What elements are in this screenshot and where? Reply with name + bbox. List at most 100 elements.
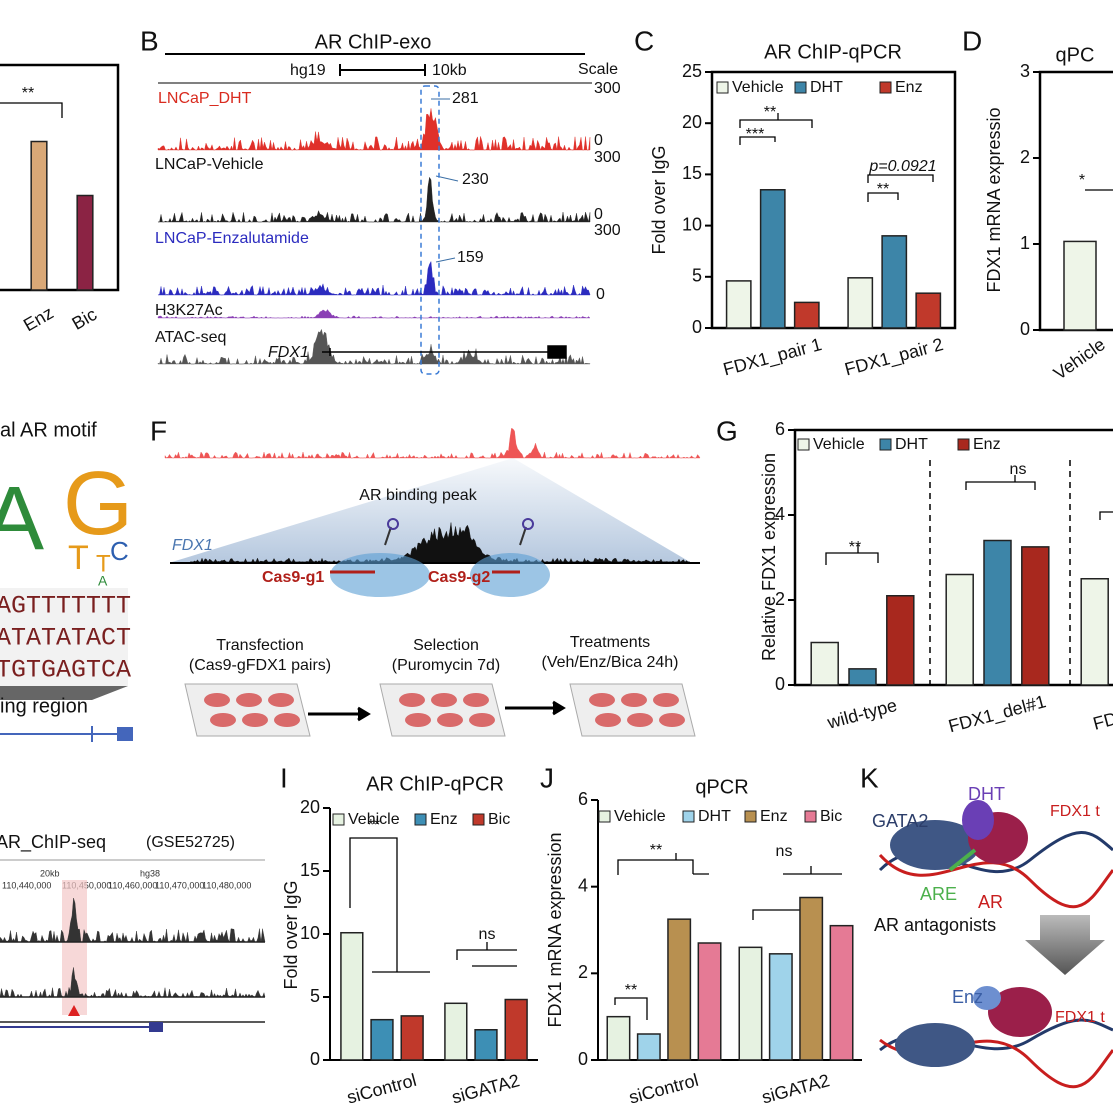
y-axis-label: FDX1 mRNA expressio xyxy=(984,107,1004,292)
motif-panel: al AR motif A T G T A C AGTTTTTTT ATATAT… xyxy=(0,419,133,742)
bar xyxy=(847,277,874,329)
x-tick-label: FDX1_del xyxy=(1091,694,1113,735)
model-label: FDX1 t xyxy=(1050,803,1100,820)
annotation: ** xyxy=(764,104,776,121)
logo-letter: T xyxy=(68,539,89,577)
crispr-panel: AR binding peak FDX1 Cas9-g1 Cas9-g2 Tra… xyxy=(164,427,701,737)
y-axis-label: FDX1 mRNA expression xyxy=(545,832,565,1027)
chart-title: AR ChIP-qPCR xyxy=(366,773,504,795)
legend-swatch xyxy=(797,438,810,451)
bar xyxy=(829,924,854,1061)
bar xyxy=(400,1015,424,1061)
guide-label: Cas9-g2 xyxy=(428,569,490,586)
panel-label: I xyxy=(280,762,288,793)
legend-label: Vehicle xyxy=(614,808,666,825)
y-tick-label: 3 xyxy=(1020,61,1030,81)
well xyxy=(274,713,300,727)
panel-title: al AR motif xyxy=(0,419,97,441)
panel-title: AR ChIP-exo xyxy=(315,31,432,53)
logo-letter: C xyxy=(110,536,129,566)
y-tick-label: 1 xyxy=(1020,233,1030,253)
x-tick-label: FDX1_del#1 xyxy=(946,691,1048,737)
peak-label: 230 xyxy=(462,171,489,188)
track-label: LNCaP-Vehicle xyxy=(155,156,264,173)
annotations xyxy=(0,102,1113,1020)
y-tick-label: 4 xyxy=(775,504,785,524)
sequence: TGTGAGTCA xyxy=(0,656,131,685)
legend-label: DHT xyxy=(698,808,731,825)
coordinate: 110,440,000 xyxy=(2,880,51,890)
step-title: Transfection xyxy=(216,637,303,654)
bar xyxy=(1021,546,1050,686)
annotation: ** xyxy=(849,539,861,556)
well xyxy=(653,693,679,707)
bar xyxy=(886,595,915,686)
annotation: ns xyxy=(776,843,793,860)
step-detail: (Puromycin 7d) xyxy=(392,657,500,674)
bar xyxy=(474,1029,498,1061)
scale-label: 300 xyxy=(594,80,621,97)
y-tick-label: 6 xyxy=(578,789,588,809)
y-axis-label: Relative FDX1 expression xyxy=(759,453,779,661)
legend-label: Bic xyxy=(820,808,842,825)
scale-bar: 10kb xyxy=(432,62,467,79)
scale-title: Scale xyxy=(578,61,618,78)
legend-swatch xyxy=(472,813,485,826)
panel-label: K xyxy=(860,762,879,793)
model-label: AR xyxy=(978,892,1003,912)
legend-label: DHT xyxy=(895,436,928,453)
well xyxy=(204,693,230,707)
y-tick-label: 15 xyxy=(682,163,702,183)
logo-letter: G xyxy=(63,454,133,554)
well xyxy=(236,693,262,707)
legend-label: Vehicle xyxy=(732,79,784,96)
well xyxy=(627,713,653,727)
legend-swatch xyxy=(332,813,345,826)
model-label: DHT xyxy=(968,784,1005,804)
well xyxy=(268,693,294,707)
y-tick-label: 0 xyxy=(578,1049,588,1069)
signal-track xyxy=(157,328,591,365)
panel-label: B xyxy=(140,25,159,56)
scale-bar: 20kb xyxy=(40,868,60,878)
track-label: LNCaP_DHT xyxy=(158,90,252,107)
region-label: ing region xyxy=(0,695,88,717)
well xyxy=(463,693,489,707)
y-tick-label: 6 xyxy=(775,419,785,439)
bar xyxy=(697,942,722,1061)
bar xyxy=(768,953,793,1061)
bar xyxy=(370,1018,394,1061)
sequence: AGTTTTTTT xyxy=(0,592,131,621)
well-plate xyxy=(184,683,311,737)
well-plate xyxy=(569,683,696,737)
step-title: Selection xyxy=(413,637,479,654)
legend-swatch xyxy=(804,810,817,823)
model-panel: GATA2 DHT FDX1 t ARE AR AR antagonists E… xyxy=(872,784,1113,1089)
bar xyxy=(915,292,942,329)
coordinate: 110,460,000 xyxy=(108,880,157,890)
gene-label: FDX1 xyxy=(268,344,309,361)
bar xyxy=(881,235,908,329)
well xyxy=(405,713,431,727)
genome: hg38 xyxy=(140,868,160,878)
y-tick-label: 20 xyxy=(300,797,320,817)
signal-track xyxy=(157,260,591,296)
legend-swatch xyxy=(794,81,807,94)
well xyxy=(437,713,463,727)
chart-title: AR ChIP-qPCR xyxy=(764,41,902,63)
step-detail: (Veh/Enz/Bica 24h) xyxy=(542,654,679,671)
x-tick-label: FDX1_pair 1 xyxy=(721,334,824,380)
legend-label: Enz xyxy=(760,808,788,825)
bar xyxy=(504,998,528,1061)
step-detail: (Cas9-gFDX1 pairs) xyxy=(189,657,331,674)
x-tick-label: FDX1_pair 2 xyxy=(843,334,946,380)
panel-label: J xyxy=(540,762,554,793)
accession: (GSE52725) xyxy=(146,834,235,851)
bar xyxy=(945,573,974,686)
signal-track xyxy=(189,522,690,563)
legend-swatch xyxy=(879,438,892,451)
annotation: p=0.0921 xyxy=(868,158,936,175)
annotation: ns xyxy=(479,926,496,943)
y-tick-label: 0 xyxy=(310,1049,320,1069)
panel-label: G xyxy=(716,415,738,446)
